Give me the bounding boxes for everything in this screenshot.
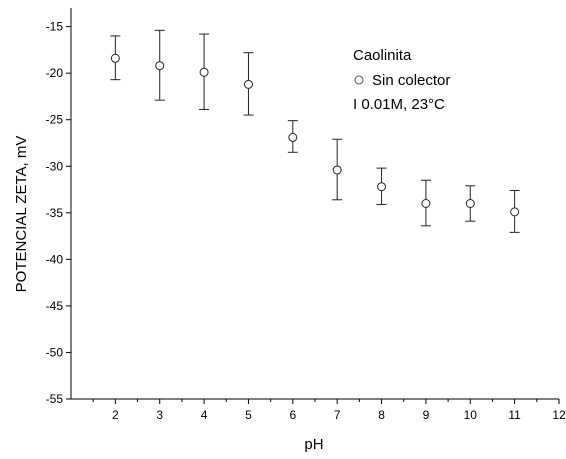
data-point [155, 61, 165, 71]
data-point [510, 207, 520, 217]
data-point [288, 132, 298, 142]
y-tick-label: -15 [46, 20, 64, 34]
y-tick-label: -45 [46, 299, 64, 313]
legend-marker-sin-colector [354, 75, 364, 85]
legend: Caolinita Sin colector I 0.01M, 23°C [353, 47, 450, 113]
x-axis-ticks: 2 3 4 5 6 7 8 9 10 11 12 [92, 399, 566, 422]
legend-note: I 0.01M, 23°C [353, 96, 445, 113]
y-tick-label: -25 [46, 113, 64, 127]
plot-axes [70, 8, 559, 400]
data-series-sin-colector [110, 29, 520, 233]
legend-entry-sin-colector: Sin colector [372, 72, 450, 89]
x-axis-title: pH [304, 436, 323, 453]
x-tick-label: 12 [552, 408, 566, 422]
x-tick-label: 7 [334, 408, 341, 422]
y-tick-label: -20 [46, 66, 64, 80]
data-point [377, 182, 387, 192]
x-tick-label: 3 [156, 408, 163, 422]
data-point [421, 199, 431, 208]
data-point [243, 79, 253, 89]
x-tick-label: 9 [423, 408, 430, 422]
x-tick-label: 5 [245, 408, 252, 422]
y-axis-title: POTENCIAL ZETA, mV [13, 136, 30, 293]
legend-title: Caolinita [353, 47, 412, 64]
y-tick-label: -30 [46, 159, 64, 173]
x-tick-label: 2 [112, 408, 119, 422]
data-point [110, 53, 120, 63]
x-tick-label: 8 [378, 408, 385, 422]
x-tick-label: 11 [508, 408, 521, 422]
y-tick-label: -40 [46, 252, 64, 266]
y-axis-ticks: -15 -20 -25 -30 -35 -40 -45 -50 -55 [46, 20, 71, 406]
x-tick-label: 10 [464, 408, 478, 422]
x-tick-label: 4 [201, 408, 208, 422]
y-tick-label: -55 [46, 392, 64, 406]
y-tick-label: -50 [46, 345, 64, 359]
data-point [332, 165, 342, 175]
data-point [199, 67, 209, 77]
data-point [465, 199, 475, 208]
x-tick-label: 6 [289, 408, 296, 422]
y-tick-label: -35 [46, 206, 64, 220]
